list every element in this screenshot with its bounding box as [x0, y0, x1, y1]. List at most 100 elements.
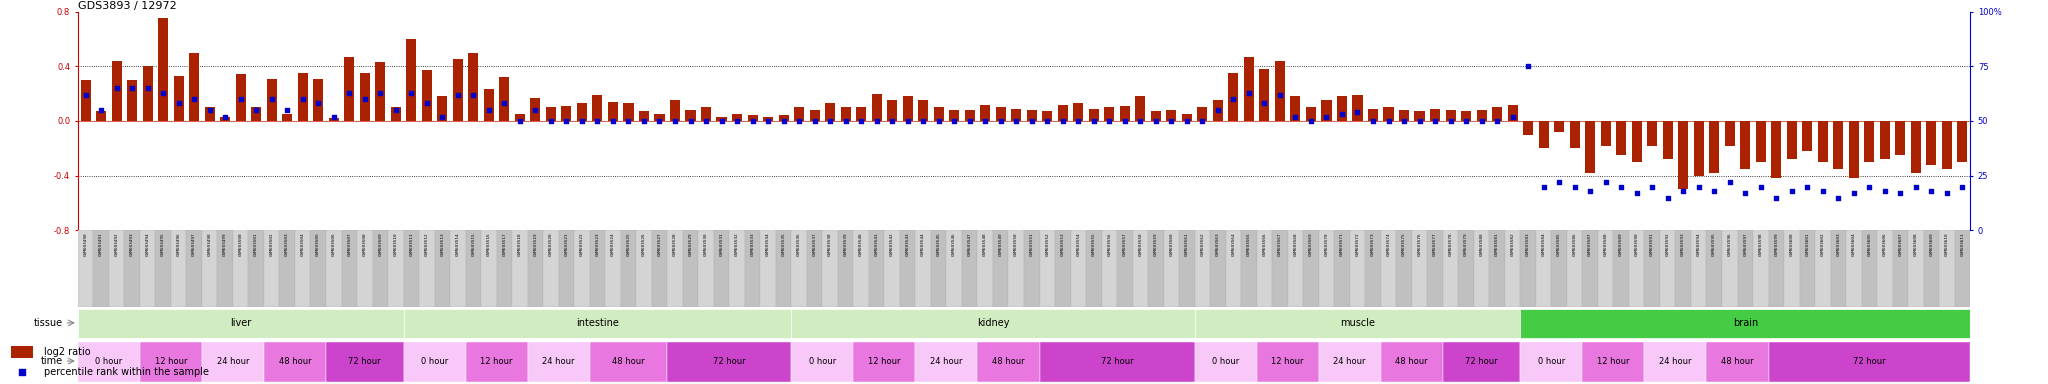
Point — [922, 118, 954, 124]
Bar — [481, 230, 496, 307]
Text: GSM603596: GSM603596 — [1729, 233, 1733, 257]
Text: GSM603554: GSM603554 — [1077, 233, 1079, 257]
Bar — [1042, 111, 1053, 121]
Point — [1714, 179, 1747, 185]
Bar — [403, 342, 465, 382]
Point — [1915, 188, 1948, 194]
Bar — [406, 39, 416, 121]
Point — [473, 107, 506, 113]
Point — [1464, 118, 1497, 124]
Text: GSM603527: GSM603527 — [657, 233, 662, 257]
Bar — [1755, 121, 1765, 162]
Point — [1264, 92, 1296, 98]
Text: log2 ratio: log2 ratio — [45, 347, 90, 357]
Text: GSM603504: GSM603504 — [301, 233, 305, 257]
Bar — [559, 230, 573, 307]
Bar — [1616, 121, 1626, 155]
Point — [582, 118, 614, 124]
Bar — [1368, 109, 1378, 121]
Point — [1790, 184, 1823, 190]
Bar — [729, 230, 745, 307]
Bar — [1210, 230, 1225, 307]
Bar — [1430, 109, 1440, 121]
Bar — [1350, 230, 1366, 307]
Bar — [1552, 230, 1567, 307]
Point — [1389, 118, 1421, 124]
Point — [1853, 184, 1886, 190]
Bar — [590, 342, 668, 382]
Text: GSM603545: GSM603545 — [936, 233, 940, 257]
Point — [551, 118, 584, 124]
Point — [1094, 118, 1126, 124]
Bar — [1647, 121, 1657, 146]
Point — [1589, 179, 1622, 185]
Bar — [1442, 230, 1458, 307]
Bar — [528, 230, 543, 307]
Text: tissue: tissue — [33, 318, 63, 328]
Text: GSM603522: GSM603522 — [580, 233, 584, 257]
Bar — [915, 230, 932, 307]
Bar — [514, 114, 524, 121]
Bar — [1909, 230, 1923, 307]
Point — [1155, 118, 1188, 124]
Text: GSM603536: GSM603536 — [797, 233, 801, 257]
Bar — [668, 342, 791, 382]
Text: GSM603529: GSM603529 — [688, 233, 692, 257]
Bar — [1939, 230, 1954, 307]
Point — [70, 92, 102, 98]
Point — [674, 118, 707, 124]
Bar — [451, 230, 465, 307]
Bar — [1380, 230, 1397, 307]
Text: GSM603511: GSM603511 — [410, 233, 414, 257]
Point — [535, 118, 567, 124]
Text: GSM603604: GSM603604 — [1851, 233, 1855, 257]
Bar — [1554, 121, 1565, 132]
Text: GSM603601: GSM603601 — [1804, 233, 1808, 257]
Bar — [1802, 121, 1812, 151]
Bar — [1475, 230, 1489, 307]
Text: GSM603521: GSM603521 — [565, 233, 569, 257]
Point — [487, 100, 520, 106]
Point — [1759, 194, 1792, 200]
Bar — [139, 342, 203, 382]
Bar — [1307, 107, 1317, 121]
Bar — [899, 230, 915, 307]
Bar — [1706, 230, 1722, 307]
Bar — [1427, 230, 1442, 307]
Bar — [373, 230, 387, 307]
Bar — [1520, 309, 1970, 338]
Text: 24 hour: 24 hour — [217, 356, 250, 366]
Bar — [375, 62, 385, 121]
Bar — [127, 80, 137, 121]
Bar — [313, 79, 324, 121]
Bar — [1272, 230, 1288, 307]
Bar — [1260, 69, 1270, 121]
Text: GSM603557: GSM603557 — [1122, 233, 1126, 257]
Bar — [1384, 107, 1393, 121]
Text: GSM603589: GSM603589 — [1620, 233, 1624, 257]
Bar — [1198, 107, 1208, 121]
Bar — [1831, 230, 1845, 307]
Bar — [543, 230, 559, 307]
Text: GSM603568: GSM603568 — [1294, 233, 1298, 257]
Bar — [1632, 121, 1642, 162]
Bar — [1520, 342, 1583, 382]
Text: 0 hour: 0 hour — [1212, 356, 1239, 366]
Point — [6, 369, 39, 375]
Bar — [295, 230, 311, 307]
Point — [813, 118, 846, 124]
Text: GSM603587: GSM603587 — [1587, 233, 1591, 257]
Text: GSM603555: GSM603555 — [1092, 233, 1096, 257]
Bar — [1257, 230, 1272, 307]
Bar — [1505, 230, 1520, 307]
Point — [1217, 96, 1249, 102]
Bar — [1923, 230, 1939, 307]
Text: GSM603581: GSM603581 — [1495, 233, 1499, 257]
Bar — [1257, 342, 1319, 382]
Bar — [1151, 111, 1161, 121]
Point — [782, 118, 815, 124]
Point — [1636, 184, 1669, 190]
Point — [1311, 114, 1343, 120]
Text: GSM603500: GSM603500 — [240, 233, 244, 257]
Bar — [109, 230, 125, 307]
